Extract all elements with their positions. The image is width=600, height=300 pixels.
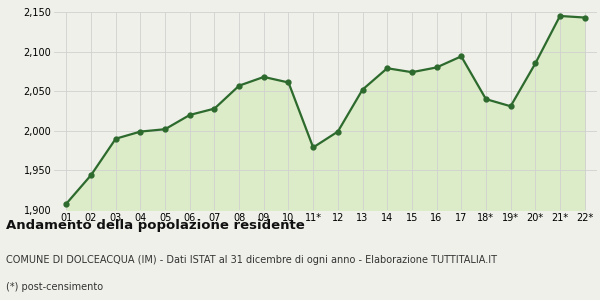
Text: Andamento della popolazione residente: Andamento della popolazione residente (6, 219, 305, 232)
Text: COMUNE DI DOLCEACQUA (IM) - Dati ISTAT al 31 dicembre di ogni anno - Elaborazion: COMUNE DI DOLCEACQUA (IM) - Dati ISTAT a… (6, 255, 497, 265)
Text: (*) post-censimento: (*) post-censimento (6, 282, 103, 292)
